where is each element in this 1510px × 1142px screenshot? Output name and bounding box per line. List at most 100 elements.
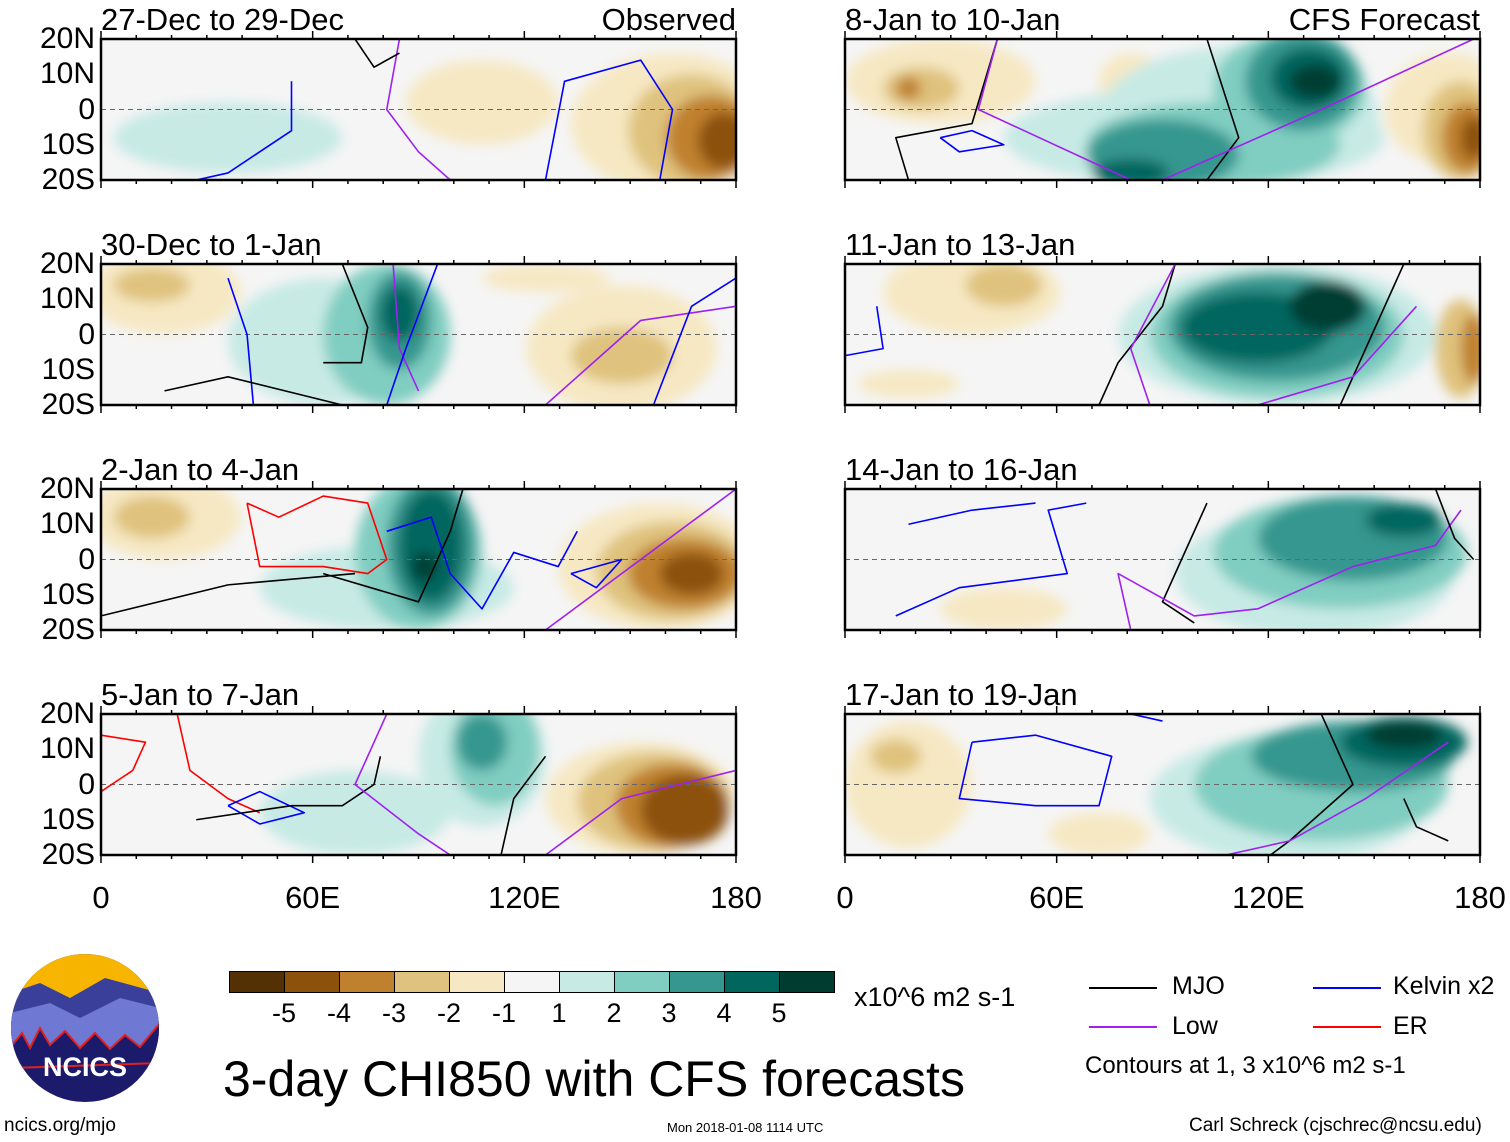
logo-text: NCICS — [43, 1052, 127, 1082]
lat-label: 20S — [41, 613, 95, 646]
panel-date-range: 11-Jan to 13-Jan — [845, 227, 1076, 262]
chi850-map — [99, 31, 738, 188]
anomaly-region — [259, 770, 451, 855]
mjo-contour — [101, 572, 356, 617]
anomaly-region — [640, 774, 730, 846]
mjo-contour — [164, 376, 343, 405]
lat-label: 20N — [39, 697, 95, 730]
ncics-logo: NCICS — [11, 954, 159, 1102]
lat-label: 20N — [39, 472, 95, 505]
anomaly-region — [1092, 158, 1169, 180]
low-contour — [1257, 305, 1418, 405]
panel-date-range: 5-Jan to 7-Jan — [101, 677, 300, 712]
low-contour — [1129, 264, 1176, 405]
anomaly-region — [895, 77, 922, 100]
lon-label: 120E — [1232, 880, 1305, 915]
colorbar-swatch — [779, 971, 835, 993]
lon-label: 0 — [836, 880, 854, 915]
low-contour — [545, 769, 736, 855]
lat-label: 10N — [39, 732, 95, 766]
anomaly-region — [380, 285, 419, 342]
panel-date-range: 14-Jan to 16-Jan — [845, 452, 1078, 487]
anomaly-region — [659, 552, 724, 595]
colorbar-tick-label: 2 — [606, 998, 622, 1028]
anomaly-region — [456, 714, 508, 771]
anomaly-region — [1289, 280, 1366, 332]
lon-label: 180 — [710, 880, 762, 915]
lat-label: 10N — [39, 282, 95, 316]
mjo-contour — [894, 39, 999, 180]
colorbar-swatch — [339, 971, 395, 993]
anomaly-region — [405, 60, 559, 145]
lat-label: 20S — [41, 388, 95, 421]
anomaly-region — [113, 268, 190, 303]
low-contour — [1225, 741, 1449, 855]
panel-date-range: 17-Jan to 19-Jan — [845, 677, 1078, 712]
mjo-contour — [1161, 502, 1208, 624]
lon-label: 180 — [1454, 880, 1506, 915]
chi850-map — [99, 481, 738, 638]
anomaly-region — [697, 112, 736, 169]
chi850-map — [99, 706, 738, 863]
colorbar-tick-label: -5 — [271, 998, 297, 1028]
mjo-contour — [1206, 39, 1240, 180]
colorbar-tick-label: 5 — [771, 998, 787, 1028]
legend-low-label: Low — [1172, 1012, 1218, 1040]
chi850-map — [843, 31, 1482, 188]
mjo-contour — [323, 489, 464, 603]
footer-timestamp: Mon 2018-01-08 1114 UTC — [667, 1120, 824, 1135]
kelvin-contour — [908, 502, 1036, 526]
colorbar-swatch — [669, 971, 725, 993]
forecast-label: CFS Forecast — [1288, 2, 1480, 37]
colorbar-swatch — [559, 971, 615, 993]
low-contour — [1162, 39, 1474, 180]
lat-label: 20N — [39, 247, 95, 280]
colorbar-tick-label: -3 — [381, 998, 407, 1028]
mjo-contour — [323, 264, 369, 364]
lat-label: 10S — [41, 577, 95, 611]
colorbar-swatch — [614, 971, 670, 993]
mjo-contour — [1434, 489, 1475, 561]
legend-er-line — [1313, 1026, 1381, 1028]
colorbar-units: x10^6 m2 s-1 — [854, 982, 1016, 1012]
legend-kelvin-line — [1313, 987, 1381, 989]
lat-label: 0 — [78, 317, 95, 351]
mjo-contour — [1098, 264, 1176, 405]
chi850-map — [843, 256, 1482, 413]
kelvin-contour — [385, 264, 439, 405]
chi850-map — [843, 481, 1482, 638]
colorbar-swatch — [504, 971, 560, 993]
anomaly-region — [399, 489, 463, 602]
colorbar-swatch — [284, 971, 340, 993]
kelvin-contour — [845, 306, 884, 357]
mjo-contour — [196, 756, 382, 821]
footer-url[interactable]: ncics.org/mjo — [4, 1115, 116, 1136]
low-contour — [385, 39, 451, 180]
legend-kelvin-label: Kelvin x2 — [1393, 972, 1495, 1000]
anomaly-region — [870, 739, 922, 774]
low-contour — [544, 305, 736, 405]
legend-mjo-line — [1089, 987, 1157, 989]
er-contour — [101, 734, 147, 793]
anomaly-region — [965, 264, 1042, 307]
mjo-contour — [1269, 714, 1354, 855]
mjo-contour — [1339, 264, 1405, 405]
anomaly-region — [1289, 64, 1341, 99]
mjo-contour — [1403, 798, 1449, 842]
panel-date-range: 2-Jan to 4-Jan — [101, 452, 300, 487]
colorbar-tick-label: -2 — [436, 998, 462, 1028]
chi850-map — [843, 706, 1482, 863]
lon-label: 60E — [285, 880, 341, 915]
kelvin-contour — [386, 516, 578, 610]
er-contour — [246, 495, 388, 575]
lon-label: 120E — [488, 880, 561, 915]
kelvin-contour — [895, 502, 1087, 617]
anomaly-region — [1460, 313, 1480, 384]
panel-date-range: 8-Jan to 10-Jan — [845, 2, 1061, 37]
colorbar-swatch — [449, 971, 505, 993]
anomaly-region — [1048, 812, 1150, 855]
colorbar-tick-label: 1 — [551, 998, 567, 1028]
lat-label: 10N — [39, 57, 95, 91]
low-contour — [977, 39, 1132, 180]
lon-label: 60E — [1029, 880, 1085, 915]
